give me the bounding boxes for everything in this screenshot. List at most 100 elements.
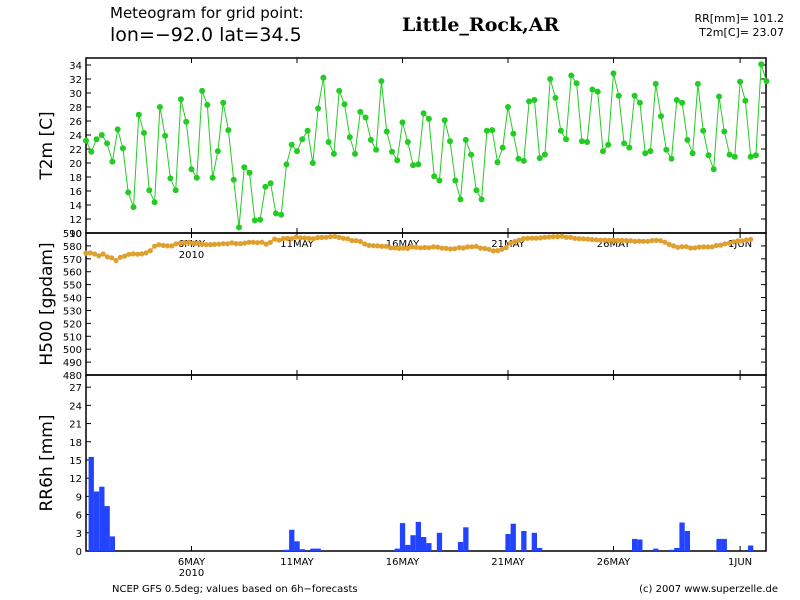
h500-point [503, 245, 509, 251]
t2m-point [441, 117, 448, 124]
h500-point [254, 240, 261, 246]
rr6h-bar [637, 539, 643, 551]
y-tick-label: 6 [76, 511, 82, 522]
h500-point [705, 244, 711, 250]
h500-point [606, 237, 612, 243]
rr6h-bar [531, 532, 537, 551]
y-tick-label: 18 [69, 173, 82, 184]
t2m-point [621, 140, 628, 147]
t2m-point [220, 99, 227, 106]
h500-point [272, 236, 278, 242]
t2m-point [689, 150, 696, 157]
rr6h-bar [394, 548, 400, 551]
rr6h-bar [421, 537, 427, 551]
t2m-point [626, 144, 633, 151]
t2m-point [141, 129, 147, 136]
t2m-point [758, 61, 765, 68]
h500-point [546, 234, 552, 240]
h500-point [469, 244, 475, 250]
y-tick-label: 480 [63, 371, 82, 382]
t2m-point [246, 169, 253, 176]
rr6h-bar [674, 548, 680, 551]
t2m-point [320, 74, 327, 81]
t2m-point [483, 127, 490, 134]
h500-point [589, 236, 595, 243]
h500-point [362, 241, 368, 247]
y-tick-label: 560 [63, 268, 82, 279]
t2m-point [151, 199, 158, 206]
t2m-point [262, 183, 269, 190]
t2m-point [88, 148, 95, 155]
h500-point [396, 245, 402, 251]
h500-point [443, 245, 449, 251]
t2m-point [341, 101, 348, 108]
t2m-point [199, 87, 206, 94]
t2m-point [267, 180, 274, 187]
h500-point [426, 245, 432, 251]
rr6h-bar [294, 541, 300, 551]
y-tick-label: 550 [63, 281, 82, 292]
x-tick-label: 16MAY [386, 239, 420, 250]
h500-point [366, 242, 372, 248]
h500-point [280, 236, 286, 242]
t2m-point [225, 127, 232, 134]
h500-point [460, 245, 466, 251]
y-tick-label: 10 [69, 229, 82, 240]
h500-point [748, 236, 754, 242]
t2m-point [436, 177, 443, 184]
h500-point [692, 245, 698, 251]
t2m-point [383, 128, 390, 135]
t2m-point [193, 174, 200, 181]
rr6h-bar [537, 548, 543, 551]
h500-point [400, 245, 406, 251]
h500-point [164, 243, 171, 249]
rr6h-bar [299, 549, 305, 551]
t2m-point [605, 141, 612, 148]
h500-point [302, 235, 308, 241]
t2m-point [104, 140, 111, 147]
h500-point [662, 239, 668, 245]
t2m-point [452, 177, 459, 184]
t2m-point [167, 175, 174, 182]
t2m-point [742, 97, 749, 104]
t2m-point [468, 151, 475, 158]
t2m-point [162, 132, 169, 139]
t2m-point [346, 134, 353, 141]
h500-point [568, 234, 574, 240]
t2m-point [642, 150, 649, 157]
h500-point [632, 238, 638, 244]
t2m-point [177, 96, 184, 103]
t2m-point [457, 196, 464, 203]
h500-point [233, 241, 239, 247]
y-tick-label: 490 [63, 358, 82, 369]
t2m-point [547, 76, 554, 82]
h500-point [224, 241, 231, 247]
y-tick-label: 24 [69, 401, 82, 412]
t2m-point [352, 150, 358, 157]
t2m-point [119, 145, 126, 152]
rr6h-bar [399, 523, 406, 551]
t2m-point [278, 211, 285, 218]
t2m-point [631, 92, 638, 99]
rr6h-bar [415, 521, 421, 551]
h500-point [572, 235, 578, 241]
panel-frame-1 [85, 57, 767, 234]
h500-point [653, 237, 659, 243]
rr6h-bar [748, 545, 754, 551]
t2m-point [283, 161, 290, 168]
h500-point [598, 237, 604, 243]
h500-point [456, 245, 462, 251]
h500-point [113, 257, 119, 264]
t2m-point [378, 78, 385, 85]
h500-point [670, 243, 677, 249]
h500-point [722, 241, 728, 247]
rr6h-bar [315, 548, 321, 551]
h500-point [615, 237, 621, 244]
h500-point [203, 242, 209, 248]
t2m-point [462, 136, 469, 143]
h500-point [96, 253, 102, 259]
h500-point [289, 236, 295, 242]
y-tick-label: 15 [69, 456, 82, 467]
t2m-point [526, 98, 533, 105]
t2m-point [536, 155, 543, 162]
